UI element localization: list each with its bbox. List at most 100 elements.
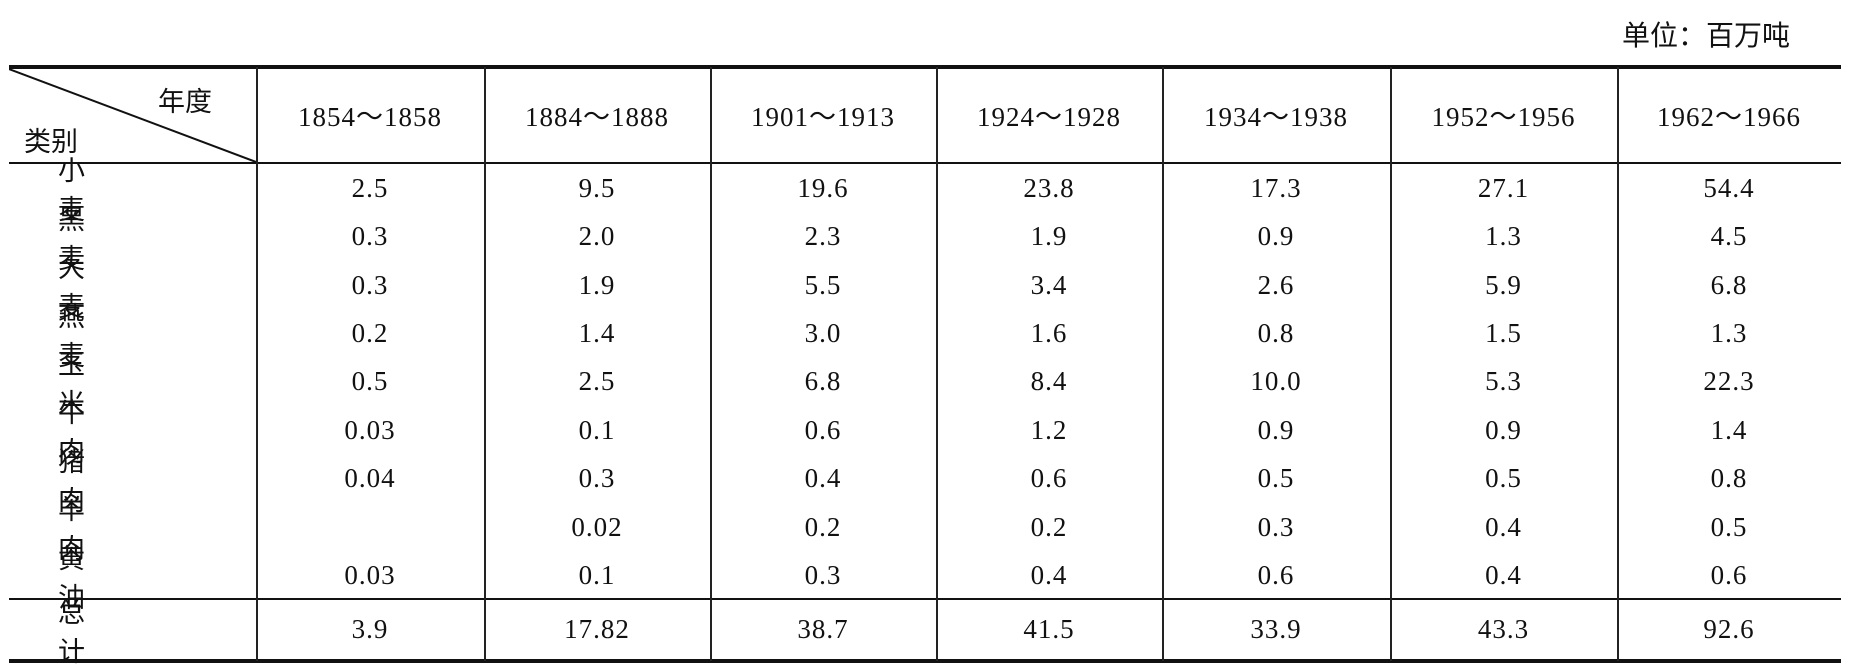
data-cell: 0.5	[1485, 463, 1522, 494]
data-cell: 10.0	[1250, 366, 1302, 397]
data-cell: 0.4	[1030, 560, 1068, 591]
data-cell: 0.03	[344, 414, 396, 445]
data-cell: 0.03	[344, 560, 396, 591]
data-cell: 1.4	[578, 318, 616, 349]
row-label: 黑麦	[58, 205, 188, 274]
row-label-text: 羊肉	[58, 495, 147, 565]
rule-bottom	[9, 659, 1841, 663]
row-label: 总计	[58, 598, 188, 667]
column-header: 1884～1888	[525, 102, 669, 132]
column-header: 1901～1913	[751, 102, 895, 132]
column-header: 1854～1858	[298, 102, 442, 132]
column-header: 1924～1928	[977, 102, 1121, 132]
data-cell: 8.4	[1030, 366, 1068, 397]
column-rule	[484, 67, 486, 661]
data-cell: 17.3	[1250, 172, 1302, 203]
data-cell: 0.4	[1485, 511, 1522, 542]
data-cell: 1.6	[1030, 318, 1068, 349]
rule-total	[9, 598, 1841, 600]
data-cell: 92.6	[1703, 614, 1755, 644]
data-cell: 0.3	[351, 269, 389, 300]
rule-header	[9, 162, 1841, 164]
data-cell: 0.6	[1710, 560, 1748, 591]
row-label-text: 玉米	[58, 349, 147, 419]
data-cell: 27.1	[1477, 172, 1530, 203]
data-cell: 0.2	[804, 511, 842, 542]
data-cell: 6.8	[1710, 269, 1748, 300]
data-cell: 0.6	[804, 414, 842, 445]
data-cell: 0.02	[571, 511, 623, 542]
data-cell: 1.9	[578, 269, 616, 300]
data-cell: 4.5	[1710, 221, 1748, 252]
unit-label: 单位：百万吨	[1621, 21, 1790, 52]
data-cell: 0.2	[351, 318, 389, 349]
column-rule	[1390, 67, 1392, 661]
corner-diagonal	[9, 68, 256, 162]
data-cell: 0.9	[1257, 221, 1295, 252]
row-label: 牛肉	[58, 398, 188, 467]
row-label: 羊肉	[58, 495, 188, 564]
column-rule	[1162, 67, 1164, 661]
data-cell: 9.5	[578, 172, 616, 203]
data-cell: 0.2	[1030, 511, 1068, 542]
data-cell: 41.5	[1023, 614, 1075, 644]
data-cell: 43.3	[1477, 614, 1530, 644]
rule-top	[9, 65, 1841, 69]
data-cell: 0.6	[1257, 560, 1295, 591]
column-header: 1934～1938	[1204, 102, 1348, 132]
data-cell: 5.5	[804, 269, 842, 300]
row-label: 玉米	[58, 350, 188, 419]
data-cell: 0.3	[578, 463, 616, 494]
column-rule	[936, 67, 938, 661]
data-cell: 2.3	[804, 221, 842, 252]
data-cell: 3.4	[1030, 269, 1068, 300]
row-label: 小麦	[58, 156, 188, 225]
data-cell: 1.4	[1710, 414, 1748, 445]
data-cell: 0.5	[1257, 463, 1295, 494]
data-cell: 0.04	[344, 463, 396, 494]
data-cell: 2.5	[351, 172, 389, 203]
column-rule	[256, 67, 258, 661]
row-label-text: 大麦	[58, 253, 147, 323]
data-cell: 1.3	[1710, 318, 1748, 349]
data-cell: 0.8	[1257, 318, 1295, 349]
row-label-text: 小麦	[58, 156, 147, 226]
data-cell: 5.3	[1485, 366, 1522, 397]
row-label-text: 燕麦	[58, 301, 147, 371]
data-cell: 0.9	[1485, 414, 1522, 445]
data-cell: 0.8	[1710, 463, 1748, 494]
row-label-text: 黑麦	[58, 204, 147, 274]
data-cell: 38.7	[797, 614, 849, 644]
data-cell: 22.3	[1703, 366, 1755, 397]
data-cell: 33.9	[1250, 614, 1302, 644]
data-cell: 5.9	[1485, 269, 1522, 300]
data-cell: 6.8	[804, 366, 842, 397]
data-cell: 3.9	[351, 614, 389, 644]
data-cell: 0.4	[1485, 560, 1522, 591]
data-cell: 2.5	[578, 366, 616, 397]
row-label-text: 总计	[58, 597, 147, 667]
data-cell: 0.3	[804, 560, 842, 591]
data-cell: 0.6	[1030, 463, 1068, 494]
row-label-text: 黄油	[58, 543, 147, 613]
data-cell: 19.6	[797, 172, 849, 203]
column-rule	[710, 67, 712, 661]
data-cell: 0.4	[804, 463, 842, 494]
data-cell: 0.3	[351, 221, 389, 252]
data-cell: 1.2	[1030, 414, 1068, 445]
column-header: 1962～1966	[1657, 102, 1801, 132]
data-cell: 0.9	[1257, 414, 1295, 445]
data-cell: 17.82	[564, 614, 630, 644]
data-cell: 0.1	[578, 560, 616, 591]
data-cell: 0.1	[578, 414, 616, 445]
data-cell: 0.5	[351, 366, 389, 397]
data-cell: 2.6	[1257, 269, 1295, 300]
row-label-text: 猪肉	[58, 446, 147, 516]
column-rule	[1617, 67, 1619, 661]
data-cell: 1.5	[1485, 318, 1522, 349]
data-cell: 0.3	[1257, 511, 1295, 542]
data-cell	[256, 505, 484, 549]
row-label-text: 牛肉	[58, 398, 147, 468]
